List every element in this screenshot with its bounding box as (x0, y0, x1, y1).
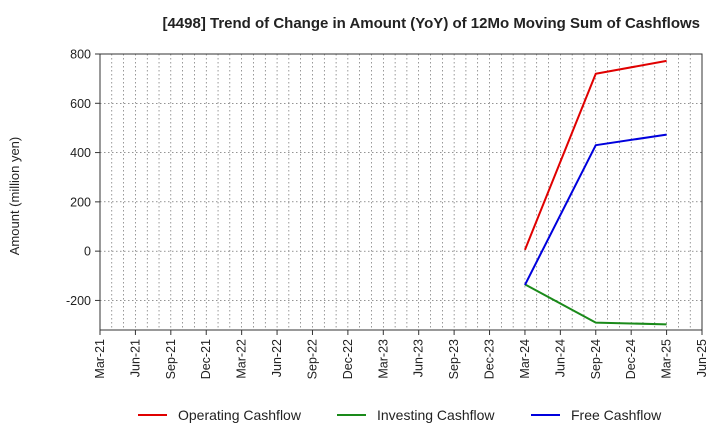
x-tick-label: Sep-24 (589, 339, 603, 379)
series-line (524, 133, 667, 286)
x-tick-label: Jun-24 (553, 339, 567, 377)
x-tick-label: Sep-21 (164, 339, 178, 379)
x-tick-label: Mar-22 (235, 339, 249, 379)
x-tick-label: Mar-25 (660, 339, 674, 379)
x-tick-label: Mar-21 (93, 339, 107, 379)
series-line (524, 59, 667, 251)
x-tick-label: Mar-23 (376, 339, 390, 379)
x-tick-label: Dec-23 (483, 339, 497, 379)
y-tick-label: 0 (84, 245, 91, 259)
legend-label: Operating Cashflow (178, 407, 302, 423)
y-tick-label: 800 (70, 48, 91, 62)
legend-label: Investing Cashflow (377, 407, 495, 423)
chart-title: [4498] Trend of Change in Amount (YoY) o… (162, 15, 700, 32)
x-tick-label: Jun-23 (412, 339, 426, 377)
legend-label: Free Cashflow (571, 407, 662, 423)
x-tick-label: Dec-21 (199, 339, 213, 379)
y-tick-label: 400 (70, 146, 91, 160)
x-tick-label: Jun-22 (270, 339, 284, 377)
plot-area-border (99, 53, 703, 331)
x-tick-label: Mar-24 (518, 339, 532, 379)
x-tick-label: Jun-25 (695, 339, 709, 377)
y-tick-label: 600 (70, 97, 91, 111)
x-tick-label: Sep-22 (305, 339, 319, 379)
x-tick-label: Dec-22 (341, 339, 355, 379)
y-tick-label: 200 (70, 195, 91, 209)
x-tick-label: Dec-24 (624, 339, 638, 379)
x-tick-label: Jun-21 (128, 339, 142, 377)
series-line (524, 283, 667, 326)
y-axis-label: Amount (million yen) (7, 137, 22, 256)
x-tick-label: Sep-23 (447, 339, 461, 379)
y-tick-label: -200 (66, 294, 91, 308)
